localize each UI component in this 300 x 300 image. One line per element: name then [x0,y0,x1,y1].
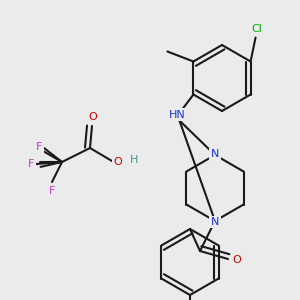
Text: N: N [211,149,219,159]
Text: Cl: Cl [251,23,262,34]
Text: O: O [232,255,242,265]
Text: F: F [36,142,42,152]
Text: F: F [49,186,55,196]
Text: F: F [28,159,34,169]
Text: O: O [88,112,98,122]
Text: H: H [130,155,138,165]
Text: HN: HN [169,110,186,119]
Text: O: O [114,157,122,167]
Text: N: N [211,217,219,227]
